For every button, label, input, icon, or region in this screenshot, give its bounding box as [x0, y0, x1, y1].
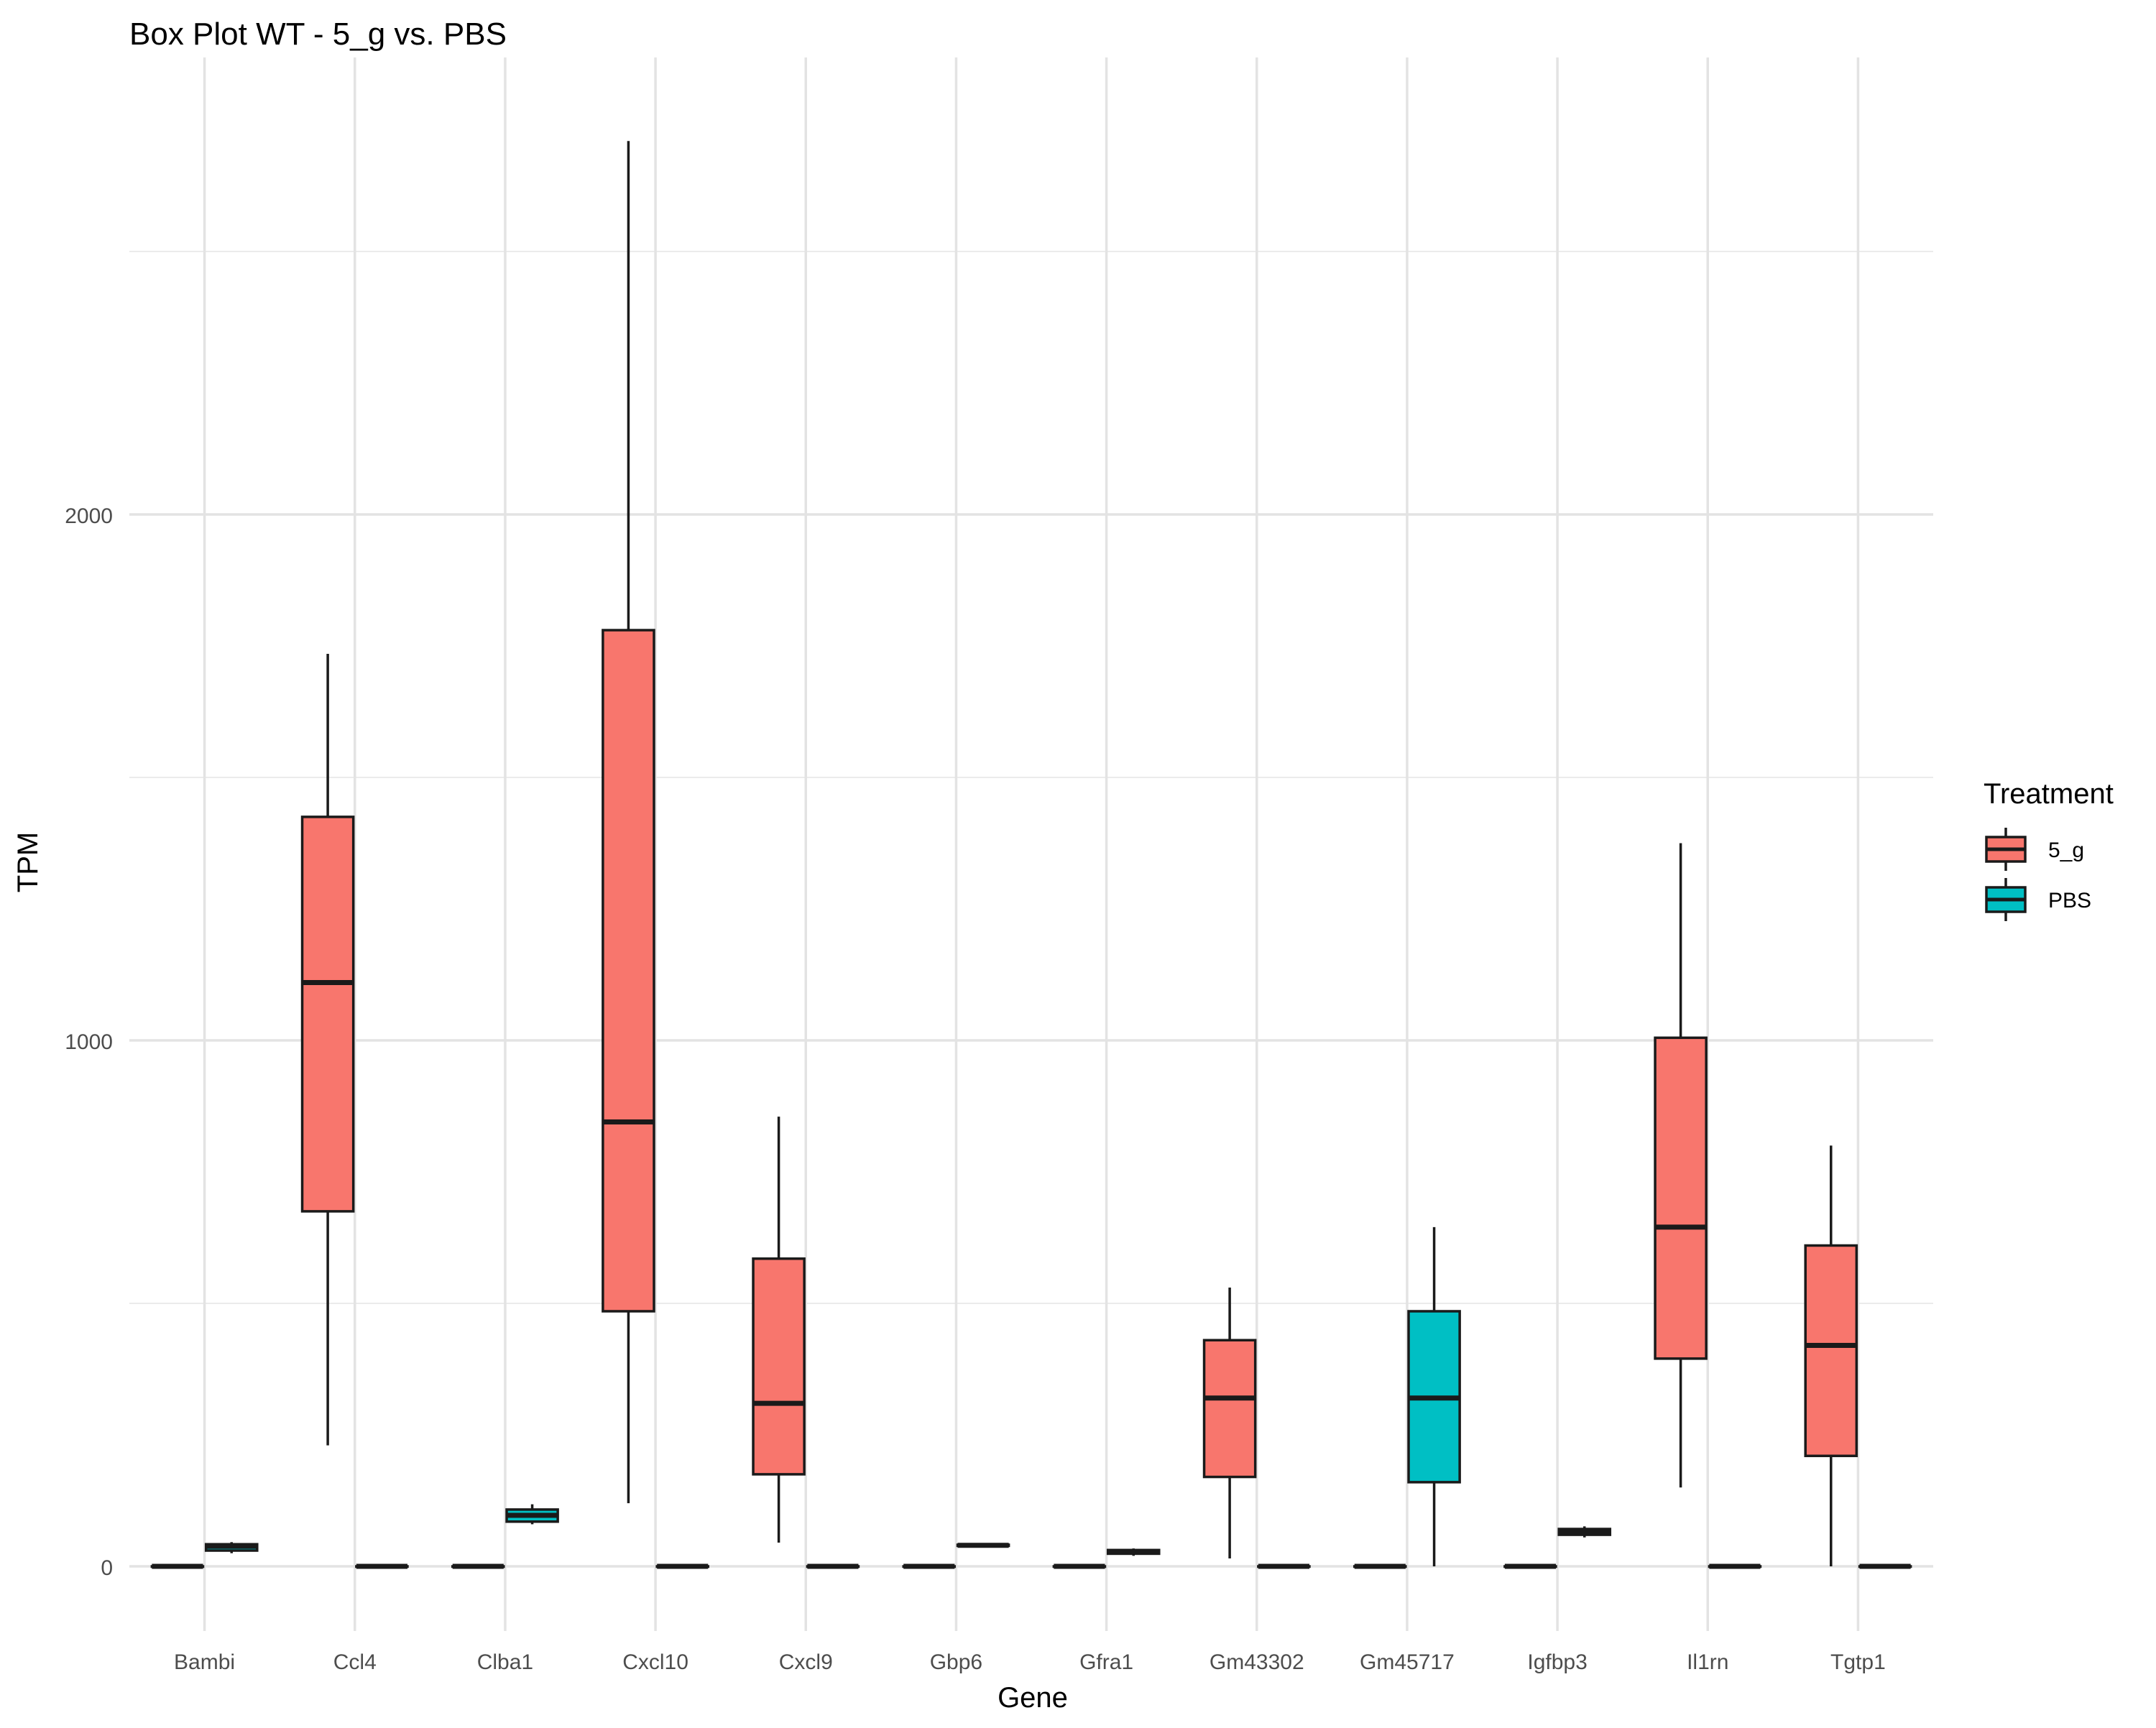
box-PBS-Ccl4 — [355, 1563, 409, 1569]
x-tick-label: Gm45717 — [1360, 1650, 1455, 1674]
x-tick-label: Cxcl10 — [622, 1650, 688, 1674]
grid-lines — [129, 57, 1933, 1631]
box-PBS-Igfbp3 — [1557, 1526, 1612, 1538]
box-5_g-Bambi — [150, 1563, 205, 1569]
y-tick-label: 2000 — [65, 504, 113, 528]
box-body — [752, 1257, 806, 1476]
box-PBS-Gfra1 — [1106, 1548, 1161, 1556]
legend-title: Treatment — [1984, 778, 2114, 810]
x-tick-label: Ccl4 — [333, 1650, 377, 1674]
box-PBS-Clba1 — [505, 1504, 559, 1525]
box-5_g-Gm45717 — [1353, 1563, 1407, 1569]
x-tick-label: Il1rn — [1687, 1650, 1728, 1674]
axes: 0 1000 2000 Bambi Ccl4 Clba1 Cxcl10 Cxcl9 Gbp6 Gf… — [65, 504, 1886, 1674]
box-5_g-Igfbp3 — [1503, 1563, 1557, 1569]
y-axis-title: TPM — [12, 832, 44, 892]
legend-label: PBS — [2048, 889, 2091, 912]
box-body — [1202, 1339, 1257, 1479]
legend-items: 5_g PBS — [1985, 828, 2091, 921]
x-tick-label: Bambi — [174, 1650, 235, 1674]
box-5_g-Gbp6 — [902, 1563, 957, 1569]
box-PBS-Cxcl9 — [806, 1563, 860, 1569]
x-tick-label: Gm43302 — [1210, 1650, 1304, 1674]
box-5_g-Gfra1 — [1052, 1563, 1107, 1569]
box-PBS-Gm45717 — [1407, 1226, 1461, 1566]
box-5_g-Clba1 — [451, 1563, 505, 1569]
legend-item-5_g: 5_g — [1985, 828, 2084, 871]
legend-label: 5_g — [2048, 838, 2084, 862]
box-body — [1654, 1036, 1708, 1360]
chart-title: Box Plot WT - 5_g vs. PBS — [129, 17, 507, 52]
box-5_g-Tgtp1 — [1804, 1145, 1858, 1566]
box-5_g-Il1rn — [1654, 843, 1708, 1488]
box-5_g-Gm43302 — [1202, 1288, 1257, 1559]
box-5_g-Cxcl9 — [752, 1117, 806, 1543]
x-tick-label: Cxcl9 — [779, 1650, 833, 1674]
x-axis-title: Gene — [998, 1682, 1068, 1714]
box-body — [300, 816, 355, 1213]
box-PBS-Cxcl10 — [655, 1563, 710, 1569]
boxes — [150, 141, 1912, 1569]
box-5_g-Ccl4 — [300, 653, 355, 1446]
x-tick-label: Clba1 — [477, 1650, 533, 1674]
x-tick-label: Tgtp1 — [1830, 1650, 1886, 1674]
box-PBS-Bambi — [204, 1542, 259, 1553]
legend-item-PBS: PBS — [1985, 878, 2091, 921]
x-tick-label: Gbp6 — [930, 1650, 982, 1674]
box-5_g-Cxcl10 — [602, 141, 655, 1504]
x-tick-label: Gfra1 — [1079, 1650, 1133, 1674]
x-tick-label: Igfbp3 — [1527, 1650, 1587, 1674]
box-body — [1804, 1244, 1858, 1458]
y-tick-label: 0 — [101, 1556, 113, 1580]
box-PBS-Tgtp1 — [1858, 1563, 1912, 1569]
legend: Treatment 5_g PBS — [1984, 778, 2114, 921]
y-tick-label: 1000 — [65, 1030, 113, 1054]
box-PBS-Gbp6 — [956, 1543, 1010, 1548]
box-PBS-Gm43302 — [1257, 1563, 1311, 1569]
box-body — [602, 629, 655, 1313]
box-PBS-Il1rn — [1708, 1563, 1762, 1569]
